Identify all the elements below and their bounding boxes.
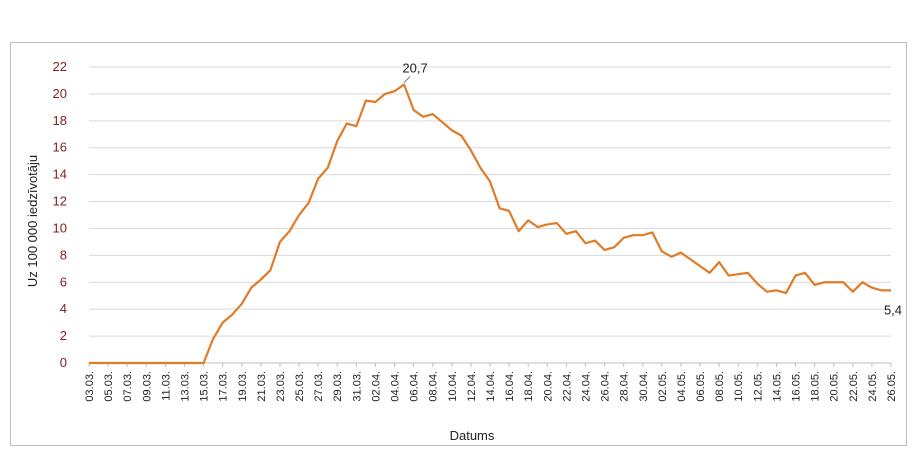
data-label: 5,4 — [884, 302, 902, 317]
y-tick-label: 22 — [53, 59, 67, 74]
x-tick-label: 07.03. — [122, 371, 134, 402]
data-labels: 20,7 5,4 — [402, 60, 902, 317]
x-tick-label: 04.05. — [676, 371, 688, 402]
x-tick-label: 10.04. — [447, 371, 459, 402]
x-axis-title: Datums — [450, 428, 495, 443]
x-tick-label: 16.04. — [504, 371, 516, 402]
x-tick-label: 30.04. — [638, 371, 650, 402]
x-tick-label: 20.05. — [829, 371, 841, 402]
y-axis-title: Uz 100 000 iedzīvotāju — [25, 155, 40, 287]
x-tick-label: 08.04. — [428, 371, 440, 402]
x-tick-label: 18.04. — [523, 371, 535, 402]
x-tick-label: 17.03. — [218, 371, 230, 402]
x-tick-label: 11.03. — [160, 371, 172, 401]
y-tick-label: 14 — [53, 167, 67, 182]
gridlines — [89, 66, 891, 364]
x-tick-label: 24.05. — [867, 371, 879, 402]
x-tick-label: 12.05. — [752, 371, 764, 402]
series — [89, 83, 891, 365]
x-tick-label: 26.05. — [886, 371, 898, 402]
x-tick-label: 19.03. — [237, 371, 249, 402]
x-tick-label: 16.05. — [791, 371, 803, 402]
chart-frame: 0 2 4 6 8 10 12 14 16 18 20 22 03.03. 05.03. 07.03. 09… — [10, 42, 907, 446]
x-tick-label: 18.05. — [810, 371, 822, 402]
y-tick-label: 16 — [53, 140, 67, 155]
x-tick-label: 25.03. — [294, 371, 306, 402]
x-tick-labels: 03.03. 05.03. 07.03. 09.03. 11.03. 13.03. 15.0… — [84, 363, 898, 402]
series-line — [89, 83, 891, 365]
x-tick-label: 05.03. — [103, 371, 115, 402]
line-chart: 0 2 4 6 8 10 12 14 16 18 20 22 03.03. 05.03. 07.03. 09… — [25, 59, 902, 443]
data-label: 20,7 — [402, 60, 427, 75]
x-tick-label: 21.03. — [256, 371, 268, 402]
y-tick-label: 12 — [53, 194, 67, 209]
x-tick-label: 13.03. — [179, 371, 191, 402]
x-tick-label: 08.05. — [714, 371, 726, 402]
y-tick-label: 6 — [60, 274, 67, 289]
x-tick-label: 24.04. — [580, 371, 592, 402]
x-tick-label: 20.04. — [542, 371, 554, 402]
y-tick-label: 8 — [60, 247, 67, 262]
x-tick-label: 04.04. — [390, 371, 402, 402]
x-tick-label: 12.04. — [466, 371, 478, 402]
x-tick-label: 03.03. — [84, 371, 96, 402]
x-tick-label: 14.05. — [771, 371, 783, 402]
x-tick-label: 09.03. — [141, 371, 153, 402]
x-tick-label: 02.05. — [657, 371, 669, 402]
x-tick-label: 06.05. — [695, 371, 707, 402]
x-tick-label: 02.04. — [370, 371, 382, 402]
x-tick-label: 10.05. — [733, 371, 745, 402]
x-tick-label: 29.03. — [332, 371, 344, 402]
x-tick-label: 06.04. — [409, 371, 421, 402]
y-tick-label: 10 — [53, 220, 67, 235]
x-tick-label: 22.04. — [561, 371, 573, 402]
x-tick-label: 28.04. — [619, 371, 631, 402]
x-tick-label: 15.03. — [199, 371, 211, 402]
x-tick-label: 22.05. — [848, 371, 860, 402]
x-tick-label: 23.03. — [275, 371, 287, 402]
data-label-leader — [403, 76, 411, 83]
x-tick-label: 27.03. — [313, 371, 325, 402]
y-tick-label: 4 — [60, 301, 67, 316]
x-tick-label: 14.04. — [485, 371, 497, 402]
y-tick-label: 20 — [53, 86, 67, 101]
x-tick-label: 31.03. — [351, 371, 363, 402]
x-tick-label: 26.04. — [600, 371, 612, 402]
y-tick-labels: 0 2 4 6 8 10 12 14 16 18 20 22 — [53, 59, 67, 370]
y-tick-label: 2 — [60, 328, 67, 343]
y-tick-label: 18 — [53, 113, 67, 128]
y-tick-label: 0 — [60, 355, 67, 370]
